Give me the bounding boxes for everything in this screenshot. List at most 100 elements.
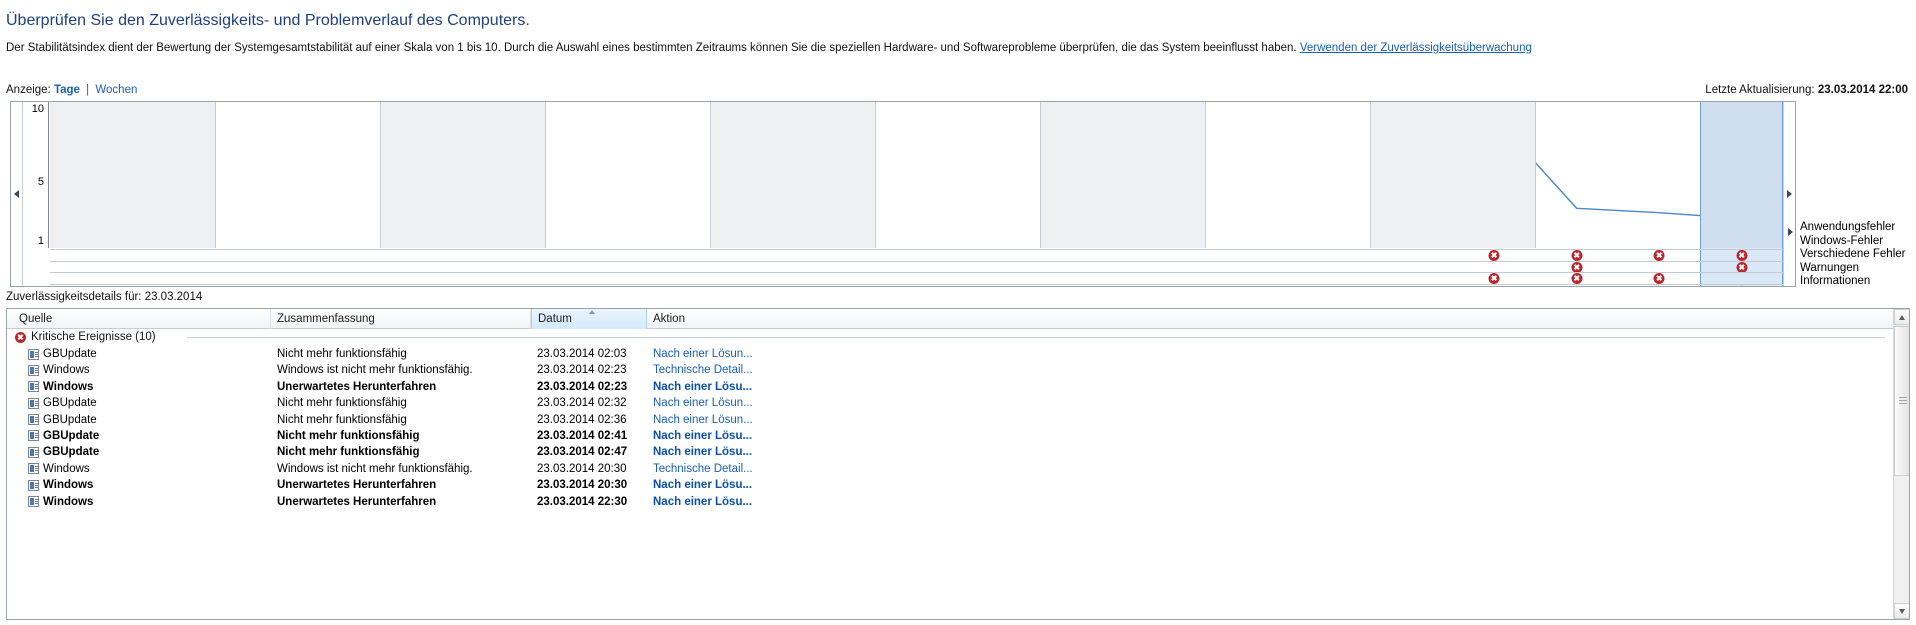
- chart-day-separator: [1040, 102, 1042, 248]
- event-document-icon: [28, 397, 39, 409]
- details-caption: Zuverlässigkeitsdetails für: 23.03.2014: [6, 291, 203, 303]
- cell-source: Windows: [43, 495, 94, 508]
- warning-icon: [1571, 284, 1582, 286]
- chart-day-separator: [875, 102, 877, 248]
- scrollbar-thumb[interactable]: [1894, 326, 1909, 476]
- table-row[interactable]: Windows Windows ist nicht mehr funktionsf…: [7, 461, 1909, 477]
- table-row[interactable]: Windows Unerwartetes Herunterfahren 23.03.…: [7, 494, 1909, 510]
- legend-item-warnungen: Warnungen: [1800, 261, 1860, 274]
- cell-action-link[interactable]: Nach einer Lösun...: [653, 348, 753, 360]
- table-row[interactable]: Windows Windows ist nicht mehr funktionsf…: [7, 362, 1909, 378]
- table-group-label: Kritische Ereignisse (10): [31, 331, 156, 343]
- error-icon: ✖: [1653, 273, 1665, 285]
- cell-action-link[interactable]: Nach einer Lösu...: [653, 429, 753, 442]
- event-document-icon: [28, 496, 39, 508]
- reliability-monitor-help-link[interactable]: Verwenden der Zuverlässigkeitsüberwachun…: [1299, 42, 1532, 54]
- cell-action-link[interactable]: Nach einer Lösun...: [653, 413, 753, 426]
- error-icon: ✖: [1571, 261, 1583, 273]
- table-row[interactable]: GBUpdate Nicht mehr funktionsfähig 23.03.2…: [7, 395, 1909, 411]
- error-icon: ✖: [1571, 250, 1583, 261]
- legend-item-informationen: Informationen: [1800, 275, 1871, 288]
- warning-icon: [1736, 284, 1747, 286]
- column-header-label: Quelle: [19, 313, 53, 325]
- chart-day-separator: [1370, 102, 1372, 248]
- view-label: Anzeige:: [6, 84, 51, 96]
- column-header-summary[interactable]: Zusammenfassung: [271, 309, 531, 329]
- cell-action-link[interactable]: Technische Detail...: [653, 462, 753, 475]
- chart-scroll-right-button[interactable]: [1783, 102, 1795, 286]
- cell-summary: Nicht mehr funktionsfähig: [277, 413, 407, 426]
- cell-action-link[interactable]: Nach einer Lösu...: [653, 380, 753, 393]
- event-marker[interactable]: ✖: [1736, 250, 1748, 261]
- column-header-label: Aktion: [653, 313, 685, 325]
- event-marker[interactable]: ✖: [1571, 273, 1583, 285]
- event-row-warnungen: [50, 283, 1783, 286]
- event-marker[interactable]: ✖: [1571, 261, 1583, 273]
- event-marker[interactable]: [1653, 284, 1665, 286]
- cell-summary: Nicht mehr funktionsfähig: [277, 397, 407, 410]
- event-document-icon: [28, 348, 39, 360]
- cell-date: 23.03.2014 20:30: [537, 462, 627, 475]
- error-icon: ✖: [1488, 250, 1500, 261]
- cell-action-link[interactable]: Nach einer Lösu...: [653, 479, 753, 492]
- table-vertical-scrollbar[interactable]: [1893, 309, 1909, 619]
- column-header-source[interactable]: Quelle: [13, 309, 271, 329]
- cell-date: 23.03.2014 02:47: [537, 446, 628, 459]
- column-header-action[interactable]: Aktion: [647, 309, 1895, 329]
- table-row[interactable]: GBUpdate Nicht mehr funktionsfähig 23.03.2…: [7, 346, 1909, 362]
- chart-event-grid[interactable]: ✖✖✖✖✖✖✖✖✖iiii: [50, 249, 1783, 286]
- last-update: Letzte Aktualisierung: 23.03.2014 22:00: [1705, 84, 1908, 96]
- chevron-right-icon: [1787, 190, 1792, 198]
- chart-band: [380, 102, 463, 248]
- scrollbar-up-button[interactable]: [1894, 309, 1909, 325]
- cell-summary: Nicht mehr funktionsfähig: [277, 446, 420, 459]
- table-row[interactable]: GBUpdate Nicht mehr funktionsfähig 23.03.2…: [7, 444, 1909, 460]
- event-marker[interactable]: ✖: [1653, 250, 1665, 261]
- view-option-days[interactable]: Tage: [53, 84, 80, 96]
- chart-scroll-left-button[interactable]: [11, 102, 23, 286]
- event-marker[interactable]: [1571, 284, 1582, 286]
- chart-day-separator: [545, 102, 547, 248]
- legend-expand-icon[interactable]: [1788, 228, 1793, 236]
- critical-error-icon: ✖: [15, 332, 26, 343]
- chart-band: [50, 102, 133, 248]
- table-row[interactable]: GBUpdate Nicht mehr funktionsfähig 23.03.2…: [7, 428, 1909, 444]
- column-header-date[interactable]: Datum: [531, 309, 647, 329]
- table-body: ✖ Kritische Ereignisse (10) GBUpdate Nicht …: [7, 329, 1909, 510]
- chart-band: [1700, 102, 1783, 248]
- event-marker[interactable]: ✖: [1488, 250, 1500, 261]
- cell-source: Windows: [43, 380, 94, 393]
- cell-source: GBUpdate: [43, 413, 97, 426]
- event-marker[interactable]: ✖: [1736, 261, 1748, 273]
- chart-band: [462, 102, 546, 248]
- chart-band: [1452, 102, 1536, 248]
- table-row[interactable]: Windows Unerwartetes Herunterfahren 23.03.…: [7, 477, 1909, 493]
- column-header-label: Datum: [538, 313, 572, 325]
- cell-action-link[interactable]: Nach einer Lösun...: [653, 397, 753, 410]
- table-row[interactable]: GBUpdate Nicht mehr funktionsfähig 23.03.2…: [7, 412, 1909, 428]
- view-option-weeks[interactable]: Wochen: [95, 84, 138, 96]
- chart-index-plot[interactable]: [50, 102, 1783, 286]
- page-title: Überprüfen Sie den Zuverlässigkeits- und…: [6, 12, 530, 29]
- cell-date: 23.03.2014 22:30: [537, 495, 628, 508]
- event-marker[interactable]: ✖: [1653, 273, 1665, 285]
- cell-summary: Unerwartetes Herunterfahren: [277, 380, 437, 393]
- cell-action-link[interactable]: Technische Detail...: [653, 364, 753, 377]
- chart-legend: Anwendungsfehler Windows-Fehler Verschiede…: [1800, 221, 1912, 289]
- cell-source: GBUpdate: [43, 446, 100, 459]
- scrollbar-grip-icon: [1899, 397, 1907, 404]
- scrollbar-down-button[interactable]: [1894, 603, 1909, 619]
- y-tick-5: 5: [37, 176, 44, 189]
- table-row[interactable]: Windows Unerwartetes Herunterfahren 23.03.…: [7, 379, 1909, 395]
- event-marker[interactable]: ✖: [1571, 250, 1583, 261]
- event-marker[interactable]: ✖: [1488, 273, 1500, 285]
- cell-action-link[interactable]: Nach einer Lösu...: [653, 446, 753, 459]
- event-marker[interactable]: [1736, 284, 1747, 286]
- last-update-value: 23.03.2014 22:00: [1817, 84, 1908, 96]
- table-group-row[interactable]: ✖ Kritische Ereignisse (10): [7, 329, 1909, 346]
- cell-action-link[interactable]: Nach einer Lösu...: [653, 495, 753, 508]
- view-selector: Anzeige: Tage | Wochen: [6, 84, 137, 96]
- cell-date: 23.03.2014 02:23: [537, 364, 627, 377]
